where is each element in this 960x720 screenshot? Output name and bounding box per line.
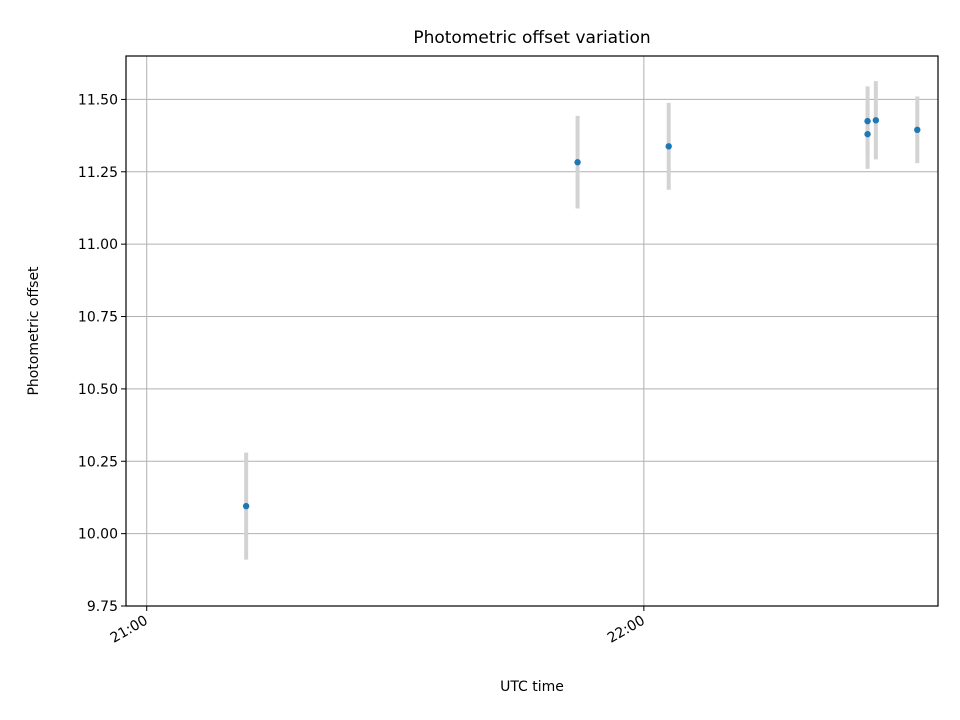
y-tick-label: 10.25 <box>78 454 118 470</box>
y-tick-label: 9.75 <box>87 599 118 615</box>
y-tick-label: 10.75 <box>78 310 118 326</box>
y-tick-label: 11.25 <box>78 165 118 181</box>
y-tick-label: 10.50 <box>78 382 118 398</box>
plot-frame <box>125 55 939 607</box>
y-tick-label: 11.00 <box>78 237 118 253</box>
x-axis-label: UTC time <box>500 679 564 695</box>
y-axis-label: Photometric offset <box>26 266 42 396</box>
y-tick-label: 11.50 <box>78 92 118 108</box>
data-point <box>864 130 871 138</box>
data-point <box>864 117 871 125</box>
data-point <box>242 502 250 510</box>
data-point <box>574 159 581 166</box>
y-tick-label: 10.00 <box>78 527 118 543</box>
data-points <box>242 117 921 510</box>
data-point <box>872 117 880 124</box>
chart-title: Photometric offset variation <box>413 28 650 48</box>
data-point <box>914 126 921 134</box>
data-point <box>665 143 672 150</box>
